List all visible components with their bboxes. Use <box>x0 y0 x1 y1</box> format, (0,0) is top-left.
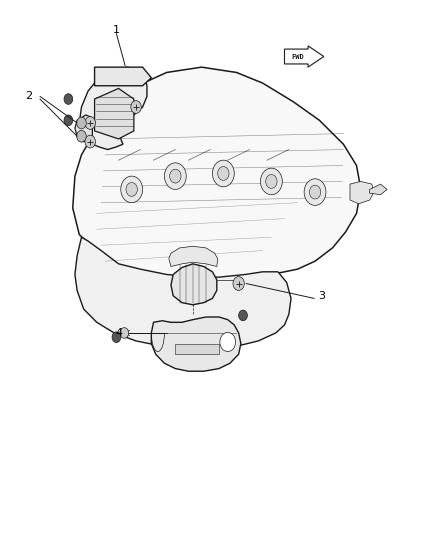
Polygon shape <box>175 344 219 354</box>
Circle shape <box>212 160 234 187</box>
Circle shape <box>309 185 321 199</box>
Text: 3: 3 <box>318 290 325 301</box>
Text: 1: 1 <box>113 25 120 35</box>
Circle shape <box>266 174 277 188</box>
Circle shape <box>218 166 229 180</box>
Circle shape <box>64 115 73 126</box>
Circle shape <box>85 117 95 130</box>
Polygon shape <box>370 184 387 195</box>
Polygon shape <box>95 67 151 86</box>
Circle shape <box>77 117 86 129</box>
Circle shape <box>220 333 236 352</box>
Circle shape <box>126 182 138 196</box>
Text: 2: 2 <box>25 91 33 101</box>
Circle shape <box>85 135 95 148</box>
Circle shape <box>304 179 326 205</box>
Circle shape <box>77 131 86 142</box>
Circle shape <box>164 163 186 189</box>
Circle shape <box>239 310 247 321</box>
Polygon shape <box>171 264 217 305</box>
Circle shape <box>261 168 283 195</box>
Text: 4: 4 <box>115 328 122 338</box>
Circle shape <box>64 94 73 104</box>
Polygon shape <box>75 237 291 349</box>
Polygon shape <box>95 88 134 139</box>
Circle shape <box>121 176 143 203</box>
Text: FWD: FWD <box>292 53 304 60</box>
Circle shape <box>120 328 129 338</box>
Polygon shape <box>285 46 324 67</box>
Circle shape <box>131 101 141 114</box>
Circle shape <box>233 277 244 290</box>
Polygon shape <box>169 246 218 266</box>
Polygon shape <box>73 67 361 280</box>
Circle shape <box>112 332 121 343</box>
Polygon shape <box>350 181 374 204</box>
Circle shape <box>170 169 181 183</box>
Polygon shape <box>75 115 92 142</box>
Polygon shape <box>151 317 241 371</box>
Polygon shape <box>79 67 147 150</box>
